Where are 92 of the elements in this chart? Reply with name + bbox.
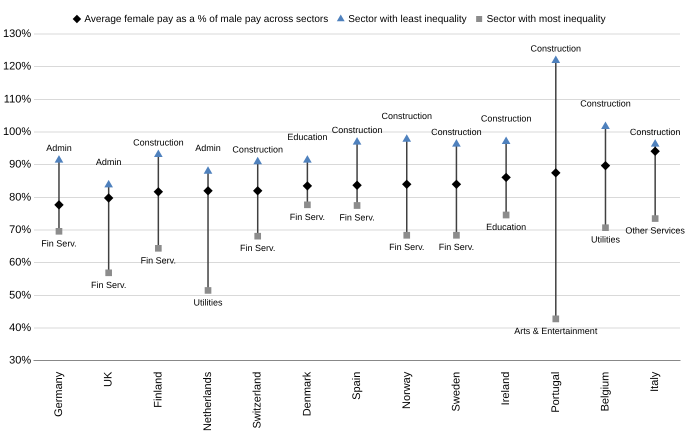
- point: [502, 212, 510, 218]
- point: [354, 202, 360, 209]
- point: [602, 224, 609, 232]
- point: [402, 180, 412, 189]
- point: [54, 200, 64, 210]
- annotation: Fin Serv.: [290, 212, 326, 222]
- x-tick-label: Belgium: [600, 372, 612, 412]
- x-tick-label: Sweden: [450, 372, 462, 412]
- point: [602, 122, 610, 129]
- point: [403, 232, 410, 239]
- point: [402, 134, 411, 142]
- point: [154, 187, 163, 196]
- point: [452, 140, 460, 147]
- y-tick-label: 100%: [2, 126, 32, 138]
- point: [502, 172, 511, 182]
- annotation: Construction: [630, 127, 680, 138]
- point: [56, 228, 62, 235]
- annotation: Construction: [332, 125, 382, 136]
- y-tick-label: 50%: [9, 289, 32, 302]
- x-tick-label: Portugal: [550, 372, 562, 413]
- y-tick-label: 120%: [2, 60, 32, 73]
- annotation: Construction: [133, 138, 184, 148]
- annotation: Education: [287, 132, 328, 142]
- point: [600, 161, 610, 170]
- annotation: Fin Serv.: [140, 255, 176, 266]
- point: [552, 56, 560, 63]
- annotation: Fin Serv.: [438, 242, 474, 252]
- point: [204, 186, 213, 196]
- annotation: Construction: [431, 127, 482, 138]
- x-tick-label: Ireland: [500, 372, 512, 406]
- x-tick-label: Norway: [400, 371, 413, 409]
- point: [253, 186, 262, 196]
- annotation: Utilities: [194, 297, 224, 308]
- x-tick-label: UK: [102, 371, 115, 387]
- point: [154, 150, 162, 158]
- y-tick-label: 40%: [9, 322, 32, 334]
- point: [650, 146, 660, 156]
- annotation: Fin Serv.: [389, 242, 424, 252]
- y-tick-label: 90%: [9, 158, 32, 171]
- point: [254, 157, 262, 164]
- y-tick-label: 80%: [9, 191, 32, 204]
- point: [502, 136, 510, 144]
- point: [652, 215, 658, 222]
- annotation: Arts & Entertainment: [514, 326, 598, 336]
- point: [104, 180, 113, 188]
- annotation: Fin Serv.: [240, 243, 276, 254]
- point: [552, 316, 560, 322]
- annotation: Admin: [195, 143, 221, 154]
- x-tick-label: Italy: [649, 371, 662, 392]
- point: [304, 202, 311, 208]
- point: [651, 140, 660, 147]
- point: [302, 181, 312, 190]
- annotation: Admin: [46, 143, 72, 154]
- y-tick-label: 30%: [9, 354, 32, 367]
- legend-label: Average female pay as a % of male pay across sectors: [84, 14, 328, 25]
- point: [204, 287, 212, 294]
- annotation: Construction: [232, 144, 283, 155]
- x-tick-label: Germany: [53, 371, 66, 417]
- annotation: Admin: [96, 156, 122, 167]
- y-tick-label: 60%: [9, 256, 32, 269]
- legend-label: Sector with most inequality: [486, 14, 606, 25]
- annotation: Fin Serv.: [90, 280, 126, 290]
- point: [254, 232, 262, 240]
- x-tick-label: Netherlands: [202, 371, 214, 432]
- annotation: Fin Serv.: [339, 212, 375, 222]
- y-tick-label: 130%: [2, 28, 32, 40]
- annotation: Construction: [480, 113, 532, 124]
- point: [453, 232, 460, 239]
- x-tick-label: Spain: [351, 372, 364, 400]
- annotation: Education: [486, 222, 526, 232]
- point: [104, 193, 114, 202]
- annotation: Construction: [530, 43, 582, 54]
- y-tick-label: 110%: [4, 93, 32, 106]
- annotation: Other Services: [625, 226, 686, 236]
- point: [55, 156, 63, 163]
- annotation: Construction: [381, 111, 432, 122]
- point: [303, 156, 312, 163]
- x-tick-label: Denmark: [301, 371, 314, 416]
- point: [155, 244, 162, 252]
- y-tick-label: 70%: [9, 224, 32, 236]
- point: [353, 138, 362, 145]
- legend-label: Sector with least inequality: [348, 14, 467, 25]
- annotation: Fin Serv.: [41, 238, 77, 248]
- point: [352, 180, 362, 190]
- annotation: Utilities: [590, 234, 620, 245]
- annotation: Construction: [580, 98, 631, 108]
- point: [105, 269, 112, 276]
- x-tick-label: Switzerland: [252, 372, 264, 429]
- point: [204, 166, 212, 174]
- x-tick-label: Finland: [152, 372, 164, 408]
- point: [551, 168, 560, 178]
- point: [452, 180, 461, 189]
